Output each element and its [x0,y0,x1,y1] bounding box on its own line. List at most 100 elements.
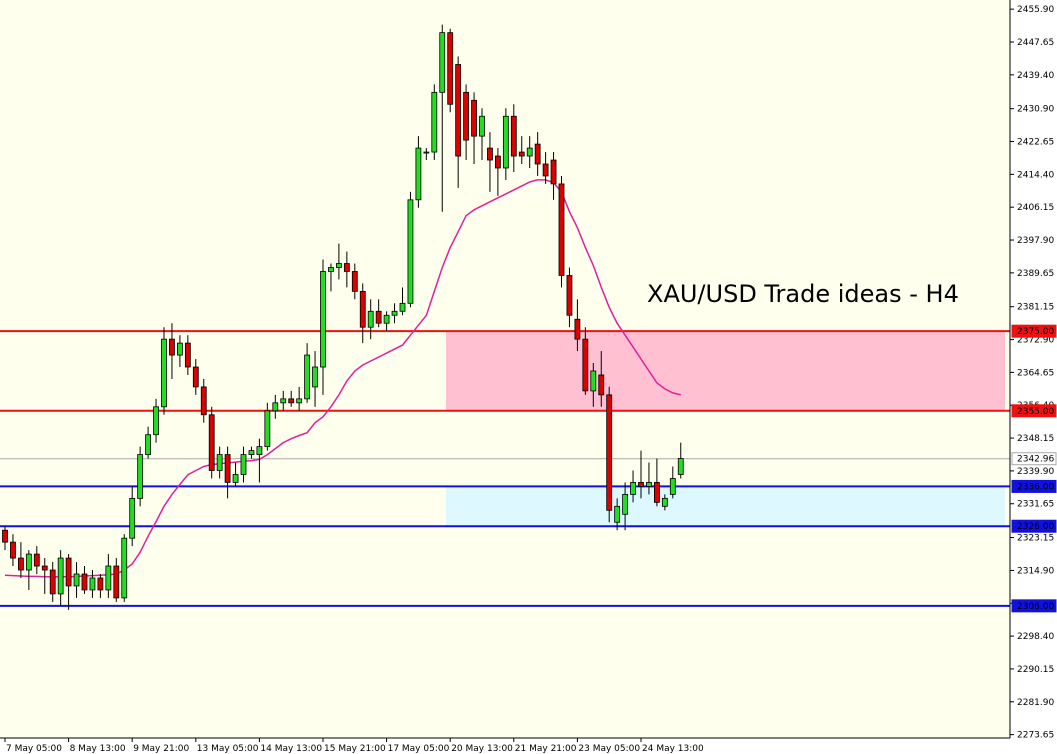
candle-body [391,310,398,316]
x-tick-label: 20 May 13:00 [451,744,513,754]
x-tick-label: 21 May 21:00 [515,744,577,754]
candle-body [169,338,175,356]
candle-body [606,394,613,511]
y-tick-label: 2314.90 [1017,566,1054,576]
candle-body [81,573,88,591]
candle-body [669,478,676,495]
candle-body [328,267,334,272]
x-tick-label: 9 May 21:00 [133,744,189,754]
candle-body [113,565,120,599]
level-label-box [1011,324,1057,338]
candle-body [534,143,541,165]
candle-body [280,398,287,404]
candle-body [10,541,16,559]
zone [446,331,1005,411]
candle-body [41,565,48,571]
y-tick-label: 2397.90 [1017,236,1054,246]
y-tick-label: 2331.65 [1017,500,1054,510]
candle-body [510,115,517,157]
y-tick-label: 2339.90 [1017,467,1054,477]
level-label-box [1011,479,1057,493]
chart-title: XAU/USD Trade ideas - H4 [647,280,959,308]
candle-body [129,497,136,539]
zone [446,486,1005,527]
candle-body [582,338,589,392]
candle-body [49,569,56,595]
candle-body [137,454,144,499]
candle-body [25,553,32,571]
level-label: 2326.00 [1017,522,1054,532]
y-tick-label: 2372.90 [1017,336,1054,346]
candle-body [566,275,573,316]
candle-body [542,163,549,177]
candle-body [73,573,80,587]
y-tick-label: 2323.15 [1017,534,1054,544]
candle-body [590,370,597,392]
y-tick-label: 2406.15 [1017,203,1054,213]
candle-body [423,151,430,154]
level-label: 2336.00 [1017,482,1054,492]
candle-body [622,493,628,515]
candle-body [224,454,231,483]
axis-background [0,738,1010,754]
candle-body [598,374,605,396]
candle-body [335,263,342,268]
level-label-box [1011,519,1057,533]
x-tick-label: 13 May 05:00 [197,744,259,754]
y-tick-label: 2381.15 [1017,303,1054,313]
x-tick-label: 15 May 21:00 [324,744,386,754]
candle-body [296,398,303,404]
candle-body [502,115,509,169]
x-tick-label: 17 May 05:00 [388,744,450,754]
candle-body [89,577,96,591]
candle-body [192,366,199,388]
candle-body [375,310,382,324]
candle-body [359,290,366,328]
candle-body [176,342,183,356]
y-tick-label: 2364.65 [1017,368,1054,378]
candle-body [351,271,358,292]
candle-body [550,159,557,185]
candle-body [455,64,462,157]
candle-body [272,402,279,412]
candle-body [208,414,215,471]
candle-body [240,454,247,475]
axis-background [1010,0,1057,754]
candle-body [646,482,652,487]
candle-body [367,310,374,328]
candle-body [320,271,326,368]
candle-body [431,91,438,153]
candle-body [97,577,104,591]
candle-body [415,147,422,201]
candle-body [479,115,485,137]
candle-body [121,537,128,599]
level-label: 2342.96 [1017,455,1054,465]
candle-body [264,410,271,448]
y-tick-label: 2439.40 [1017,71,1054,81]
candle-body [654,482,660,503]
candle-body [145,434,152,455]
y-tick-label: 2389.65 [1017,269,1054,279]
candle-body [518,151,525,157]
candle-body [487,147,493,161]
x-tick-label: 7 May 05:00 [6,744,62,754]
y-tick-label: 2298.40 [1017,632,1054,642]
candle-body [312,366,318,388]
candle-body [232,474,239,483]
candle-body [471,99,477,137]
candle-body [216,454,223,471]
candle-body [200,386,207,416]
x-tick-label: 23 May 05:00 [578,744,640,754]
candle-body [447,32,454,105]
candle-body [17,557,24,571]
y-tick-label: 2422.65 [1017,138,1054,148]
y-tick-label: 2447.65 [1017,38,1054,48]
candle-body [248,450,255,455]
candle-body [463,91,470,141]
x-tick-label: 24 May 13:00 [642,744,704,754]
candle-body [630,482,636,495]
level-label-box [1011,404,1057,418]
candle-body [2,529,8,543]
candle-body [65,557,72,587]
